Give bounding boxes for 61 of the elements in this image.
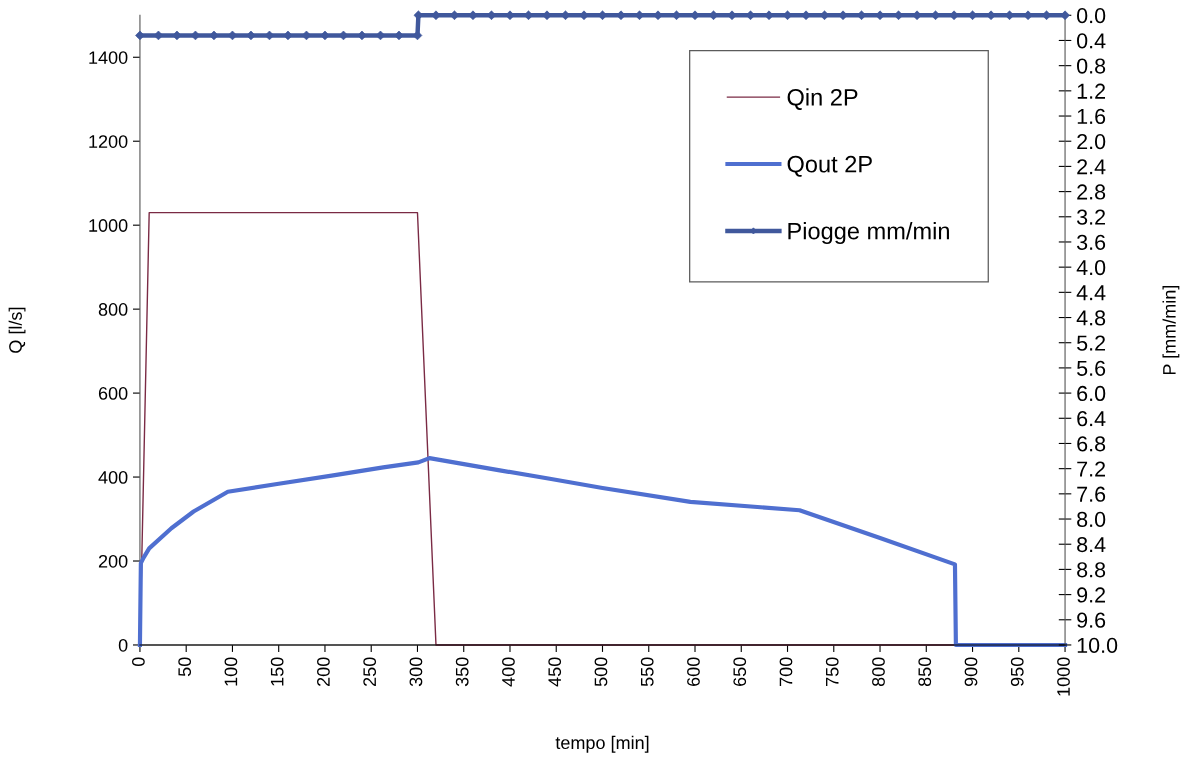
y-tick-label: 600 <box>98 387 128 400</box>
y2-tick-label: 10.0 <box>1077 637 1118 653</box>
x-tick-label: 350 <box>455 657 469 687</box>
y-tick-label: 1000 <box>89 219 128 232</box>
y2-tick-label: 2.0 <box>1077 133 1106 150</box>
y2-axis-title: P [mm/min] <box>1162 285 1180 375</box>
x-tick-label: 400 <box>502 657 515 687</box>
y2-tick-label: 5.2 <box>1077 335 1106 351</box>
y2-tick-label: 7.6 <box>1077 486 1106 502</box>
x-tick-label: 850 <box>918 657 932 687</box>
legend-label: Qin 2P <box>787 88 858 110</box>
x-tick-label: 750 <box>825 657 839 686</box>
y2-tick-label: 6.0 <box>1077 385 1106 402</box>
x-tick-label: 500 <box>594 657 608 687</box>
y2-tick-label: 4.8 <box>1076 310 1106 326</box>
legend-label: Qout 2P <box>787 155 872 177</box>
x-tick-label: 700 <box>779 657 793 686</box>
y2-tick-label: 2.4 <box>1077 159 1106 175</box>
y-tick-label: 200 <box>98 554 128 568</box>
y-tick-label: 1200 <box>89 135 128 148</box>
x-tick-label: 250 <box>363 657 377 686</box>
x-tick-label: 1000 <box>1057 657 1070 696</box>
y-tick-label: 400 <box>98 470 128 484</box>
y2-tick-label: 0.8 <box>1077 58 1106 74</box>
y2-tick-label: 7.2 <box>1077 461 1106 477</box>
y-tick-label: 0 <box>118 638 128 652</box>
y2-tick-label: 1.2 <box>1077 83 1106 99</box>
y-tick-label: 1400 <box>89 51 128 64</box>
x-tick-label: 100 <box>224 657 238 686</box>
y2-tick-label: 8.0 <box>1077 511 1106 528</box>
y2-tick-label: 8.8 <box>1077 562 1106 578</box>
x-tick-label: 950 <box>1010 657 1024 687</box>
y2-tick-label: 4.0 <box>1076 259 1106 276</box>
y-axis-title: Q [l/s] <box>8 307 26 353</box>
x-tick-label: 0 <box>132 657 145 667</box>
x-tick-label: 150 <box>270 657 284 686</box>
y2-tick-label: 9.2 <box>1077 587 1106 603</box>
y2-tick-label: 9.6 <box>1077 612 1106 628</box>
x-tick-label: 450 <box>548 657 562 687</box>
y2-tick-label: 4.4 <box>1076 285 1106 301</box>
x-tick-label: 600 <box>687 657 700 686</box>
y2-tick-label: 2.8 <box>1077 184 1106 200</box>
x-tick-label: 800 <box>872 657 885 687</box>
y2-tick-label: 3.2 <box>1076 209 1106 225</box>
y2-tick-label: 6.8 <box>1077 436 1106 452</box>
y2-tick-label: 1.6 <box>1077 108 1106 125</box>
y2-tick-label: 5.6 <box>1077 360 1106 376</box>
y2-tick-label: 0.0 <box>1077 8 1106 24</box>
x-tick-label: 50 <box>178 657 192 677</box>
x-tick-label: 300 <box>409 657 423 687</box>
legend-label: Piogge mm/min <box>788 222 949 245</box>
y2-tick-label: 6.4 <box>1077 411 1106 427</box>
x-tick-label: 550 <box>640 657 654 687</box>
y2-tick-label: 8.4 <box>1077 536 1106 553</box>
y2-tick-label: 3.6 <box>1076 234 1106 250</box>
x-tick-label: 650 <box>733 657 747 686</box>
x-tick-label: 900 <box>964 657 978 687</box>
x-axis-title: tempo [min] <box>555 735 649 753</box>
y2-tick-label: 0.4 <box>1077 33 1106 49</box>
x-tick-label: 200 <box>317 657 330 686</box>
y-tick-label: 800 <box>98 303 128 316</box>
